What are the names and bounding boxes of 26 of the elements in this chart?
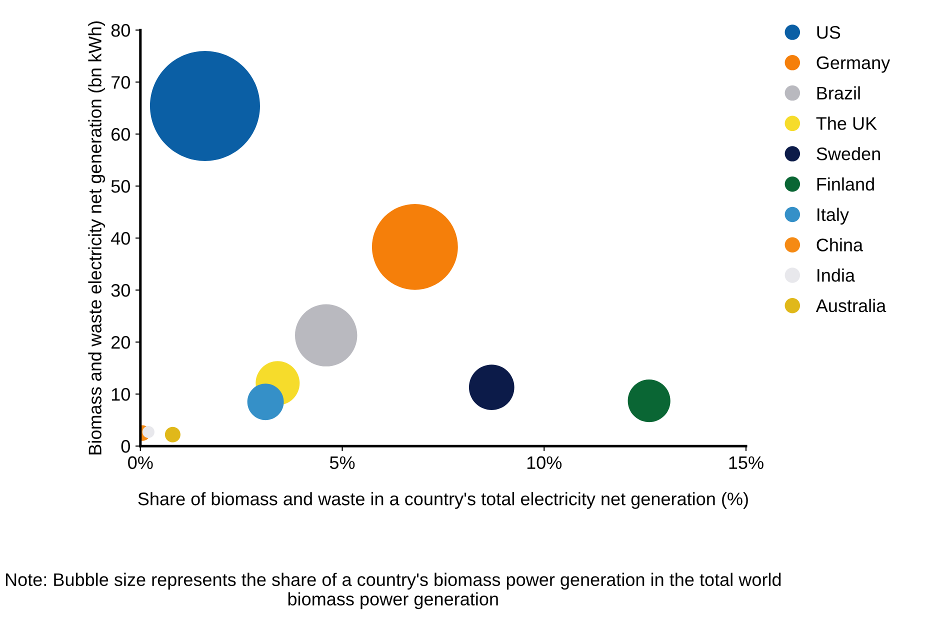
legend-label: Germany (816, 56, 890, 73)
legend-label: The UK (816, 116, 877, 130)
y-tick-label: 30 (111, 284, 130, 297)
legend-label: Sweden (816, 147, 880, 160)
legend-label: Brazil (817, 86, 860, 100)
x-tick-label: 10% (527, 456, 562, 470)
legend-label: India (818, 268, 856, 282)
y-tick-label: 40 (111, 232, 130, 245)
y-tick-label: 10 (112, 388, 130, 401)
x-tick-label: 0% (128, 456, 153, 470)
x-tick-label: 5% (330, 456, 355, 470)
y-tick-label: 50 (111, 180, 130, 193)
y-tick-label: 80 (111, 24, 130, 37)
legend-label: Australia (816, 298, 886, 312)
y-tick-label: 0 (121, 440, 130, 453)
legend-label: Italy (818, 208, 849, 225)
y-tick-label: 60 (112, 128, 130, 141)
legend-label: China (816, 238, 864, 252)
text: Note: Bubble size represents the share of a country's biomass power generation in the total world biomass power generation (6, 572, 781, 610)
y-tick-label: 20 (112, 336, 130, 349)
x-tick-label: 15% (729, 456, 764, 470)
x-axis-title: Share of biomass and waste in a country's total electricity net generation (%) (138, 492, 748, 509)
y-axis-title: Biomass and waste electricity net generation (bn kWh) (88, 21, 106, 454)
legend-label: US (817, 26, 840, 39)
legend-label: Finland (817, 177, 874, 191)
y-tick-label: 70 (112, 76, 130, 89)
